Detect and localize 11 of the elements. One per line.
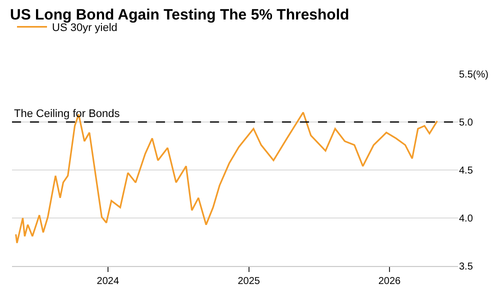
y-tick-label: 4.0: [459, 214, 474, 224]
y-tick-label: 5.5(%): [459, 70, 488, 80]
x-tick-label: 2026: [378, 276, 401, 287]
x-tick-label: 2024: [96, 276, 120, 287]
legend-label: US 30yr yield: [52, 22, 118, 34]
y-tick-label: 4.5: [459, 166, 474, 176]
x-tick-label: 2025: [238, 276, 260, 287]
chart-title: US Long Bond Again Testing The 5% Threshold: [10, 6, 350, 24]
y-tick-label: 5.0: [459, 118, 474, 128]
ref-line-label: The Ceiling for Bonds: [14, 108, 120, 120]
y-tick-label: 3.5: [459, 262, 474, 272]
